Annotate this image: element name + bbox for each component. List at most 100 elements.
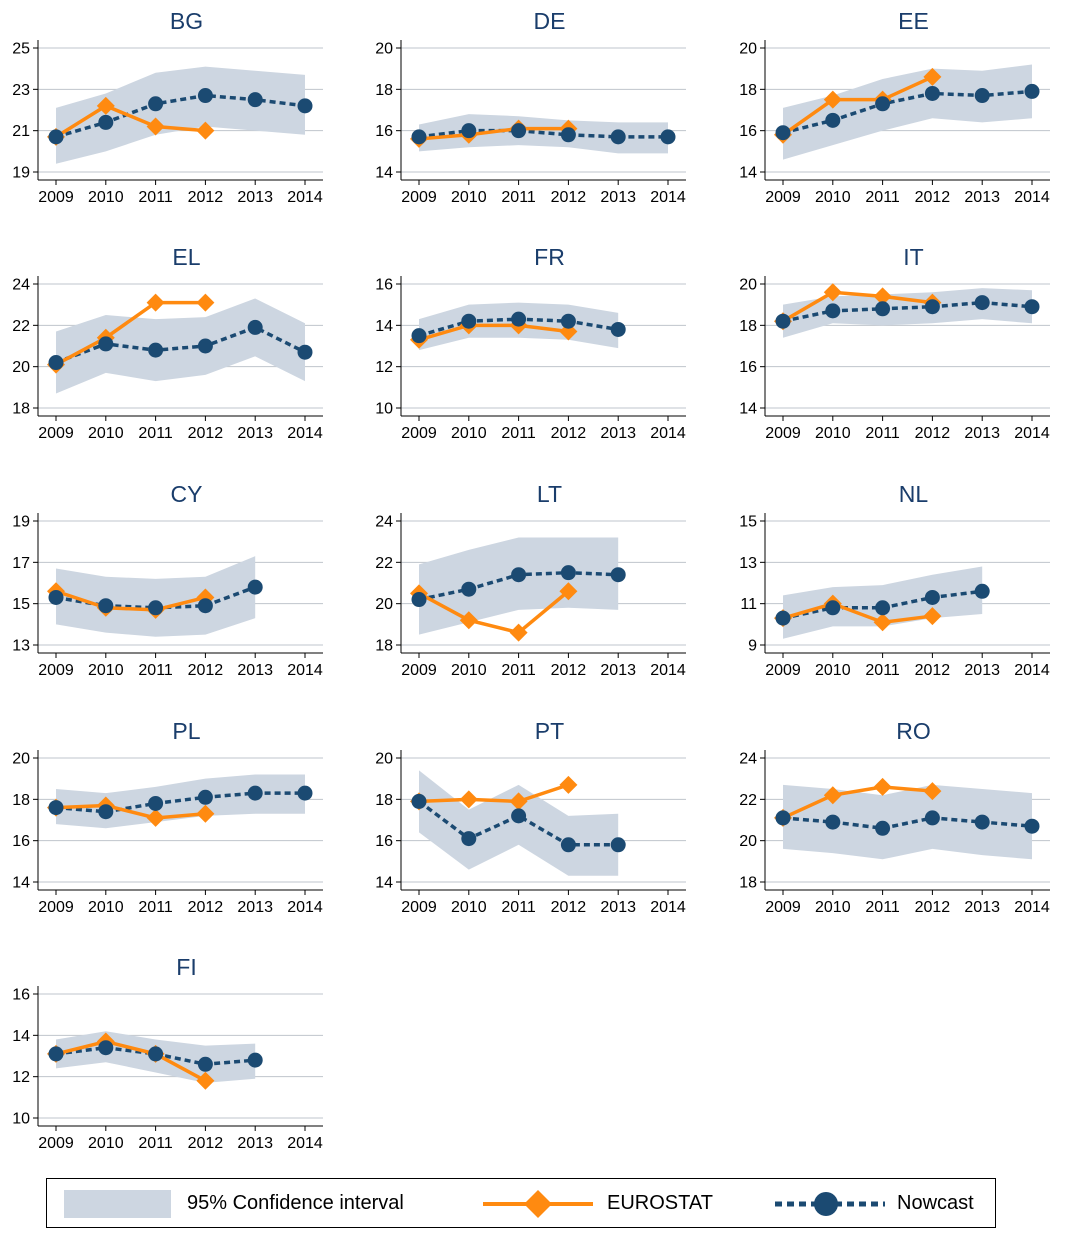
x-tick-label: 2013 <box>237 899 273 916</box>
eurostat-point <box>196 293 215 312</box>
x-tick-label: 2012 <box>551 189 587 206</box>
panel-pl: PL 14 16 18 20 2009 2010 2011 2012 2013 2014 <box>0 710 340 940</box>
y-tick-label: 23 <box>12 82 30 99</box>
y-tick-label: 21 <box>12 123 30 140</box>
legend-ci-swatch <box>64 1190 171 1218</box>
y-tick-label: 16 <box>739 359 757 376</box>
panel-title: LT <box>537 481 562 507</box>
nowcast-point <box>560 127 576 143</box>
x-tick-label: 2010 <box>451 662 487 679</box>
nowcast-point <box>974 295 990 311</box>
eurostat-point <box>146 808 165 827</box>
y-tick-label: 18 <box>739 875 757 892</box>
eurostat-line <box>55 1039 207 1083</box>
eurostat-line <box>781 75 934 137</box>
nowcast-point <box>197 338 213 354</box>
nowcast-point <box>48 800 64 816</box>
nowcast-line <box>782 300 1033 323</box>
x-tick-label: 2014 <box>1014 662 1050 679</box>
nowcast-point <box>461 123 477 139</box>
x-tick-label: 2010 <box>451 425 487 442</box>
x-tick-label: 2012 <box>915 899 951 916</box>
y-tick-label: 9 <box>748 638 757 655</box>
nowcast-point <box>197 88 213 104</box>
x-tick-label: 2013 <box>964 899 1000 916</box>
x-tick-label: 2012 <box>188 425 224 442</box>
nowcast-point <box>875 600 891 616</box>
eurostat-line <box>55 300 206 367</box>
panel-bg: BG 19 21 23 25 2009 2010 2011 2012 2013 2014 <box>0 0 340 230</box>
y-tick-label: 14 <box>375 165 393 182</box>
nowcast-point <box>461 831 477 847</box>
nowcast-point <box>411 592 427 608</box>
chart-svg: EL 18 20 22 24 2009 2010 2011 2012 2013 2014 <box>12 244 323 442</box>
y-tick-label: 14 <box>375 318 393 335</box>
eurostat-point <box>873 613 892 632</box>
nowcast-point <box>247 92 263 108</box>
x-tick-label: 2009 <box>38 662 74 679</box>
x-tick-label: 2013 <box>237 662 273 679</box>
eurostat-line <box>55 589 206 612</box>
eurostat-point <box>459 790 478 809</box>
y-tick-label: 16 <box>375 833 393 850</box>
nowcast-point <box>148 795 164 811</box>
eurostat-point <box>559 775 578 794</box>
x-tick-label: 2011 <box>138 1135 173 1152</box>
x-tick-label: 2014 <box>1014 425 1050 442</box>
y-tick-label: 20 <box>739 277 757 294</box>
y-tick-label: 18 <box>375 638 393 655</box>
y-tick-label: 12 <box>375 359 393 376</box>
chart-svg: IT 14 16 18 20 2009 2010 2011 2012 2013 2014 <box>739 244 1050 442</box>
nowcast-point <box>197 789 213 805</box>
y-tick-label: 10 <box>12 1111 30 1128</box>
y-tick-label: 17 <box>12 555 30 572</box>
x-tick-label: 2011 <box>501 899 536 916</box>
nowcast-line <box>417 799 619 847</box>
panel-lt: LT 18 20 22 24 2009 2010 2011 2012 2013 2014 <box>363 473 703 703</box>
y-tick-label: 14 <box>375 875 393 892</box>
nowcast-line <box>55 325 306 365</box>
panel-pt: PT 14 16 18 20 2009 2010 2011 2012 2013 2014 <box>363 710 703 940</box>
x-tick-label: 2012 <box>915 662 951 679</box>
eurostat-point <box>96 96 115 115</box>
nowcast-point <box>610 129 626 145</box>
nowcast-point <box>98 804 114 820</box>
nowcast-point <box>974 88 990 104</box>
x-tick-label: 2011 <box>865 189 900 206</box>
nowcast-point <box>148 96 164 112</box>
nowcast-point <box>511 567 527 583</box>
x-tick-label: 2010 <box>451 189 487 206</box>
chart-svg: DE 14 16 18 20 2009 2010 2011 2012 2013 2014 <box>375 8 686 206</box>
nowcast-point <box>924 85 940 101</box>
panel-nl: NL 9 11 13 15 2009 2010 2011 2012 2013 2014 <box>727 473 1066 703</box>
x-tick-label: 2014 <box>650 899 686 916</box>
x-tick-label: 2009 <box>38 189 74 206</box>
legend-eurostat-marker <box>524 1190 552 1218</box>
y-tick-label: 18 <box>375 82 393 99</box>
y-tick-label: 19 <box>12 165 30 182</box>
eurostat-line <box>782 290 933 323</box>
chart-svg: RO 18 20 22 24 2009 2010 2011 2012 2013 2014 <box>739 718 1050 916</box>
x-tick-label: 2012 <box>915 425 951 442</box>
nowcast-point <box>148 600 164 616</box>
eurostat-line <box>418 323 569 342</box>
y-tick-label: 20 <box>739 41 757 58</box>
y-tick-label: 18 <box>739 82 757 99</box>
eurostat-point <box>873 287 892 306</box>
nowcast-line <box>782 816 1033 831</box>
nowcast-point <box>825 600 841 616</box>
x-tick-label: 2014 <box>650 662 686 679</box>
panel-title: CY <box>171 481 203 507</box>
x-tick-label: 2011 <box>865 425 900 442</box>
y-tick-label: 18 <box>12 401 30 418</box>
nowcast-point <box>247 1052 263 1068</box>
y-tick-label: 10 <box>375 401 393 418</box>
eurostat-point <box>146 117 165 136</box>
nowcast-point <box>775 313 791 329</box>
eurostat-point <box>559 582 578 601</box>
nowcast-point <box>974 583 990 599</box>
x-tick-label: 2009 <box>765 899 801 916</box>
eurostat-point <box>823 283 842 302</box>
eurostat-line <box>418 126 569 141</box>
